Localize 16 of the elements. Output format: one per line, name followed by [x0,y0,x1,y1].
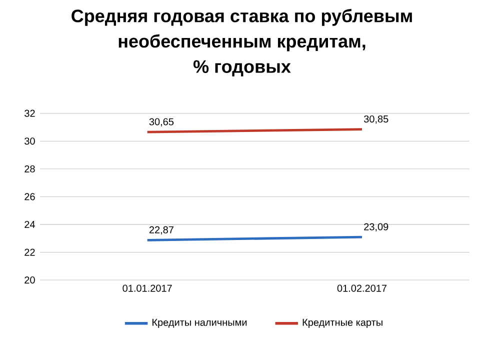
y-tick-label: 28 [24,165,35,172]
data-label: 22,87 [149,226,174,235]
y-tick-label: 22 [24,248,35,256]
y-tick-label: 32 [24,110,35,117]
data-label: 30,85 [364,115,388,124]
y-tick-label: 26 [24,193,35,200]
legend-label: Кредитные карты [302,318,382,328]
x-tick-label: 01.01.2017 [122,284,172,292]
y-tick-label: 20 [24,276,35,284]
data-label: 23,09 [364,223,388,232]
legend-label: Кредиты наличными [152,318,247,328]
y-tick-label: 24 [24,220,35,228]
x-tick-label: 01.02.2017 [337,284,387,292]
data-label: 30,65 [149,118,174,126]
chart-title: Средняя годовая ставка по рублевым необеспеченным кредитам, % годовых [72,8,412,76]
y-tick-label: 30 [24,138,35,145]
